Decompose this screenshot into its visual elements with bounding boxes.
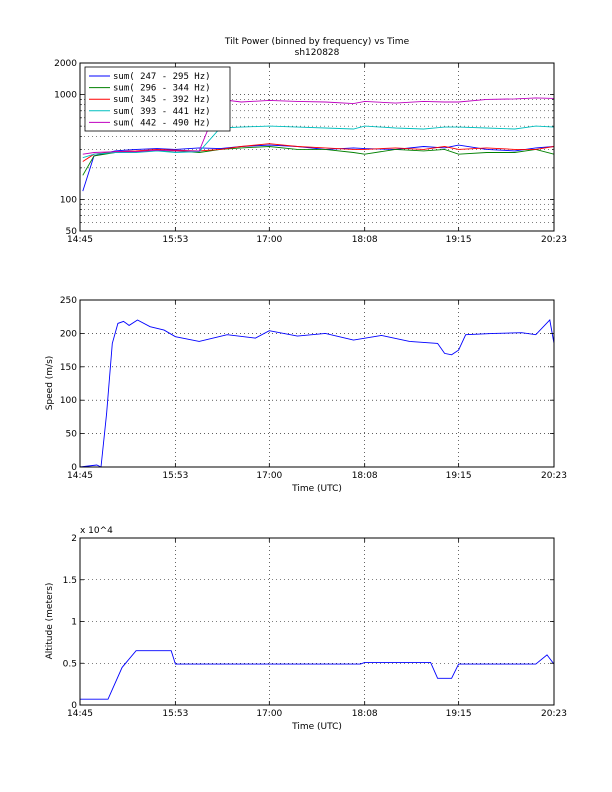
chart-title: Tilt Power (binned by frequency) vs Time <box>224 37 410 47</box>
y-tick-label: 100 <box>60 396 77 406</box>
y-tick-label: 200 <box>60 329 77 339</box>
x-tick-label: 17:00 <box>256 471 282 481</box>
y-multiplier-label: x 10^4 <box>80 526 113 536</box>
x-tick-label: 20:23 <box>541 471 567 481</box>
tilt-power-chart: Tilt Power (binned by frequency) vs Time… <box>54 37 567 245</box>
x-tick-label: 14:45 <box>67 471 93 481</box>
legend: sum( 247 - 295 Hz)sum( 296 - 344 Hz)sum(… <box>84 66 231 132</box>
x-tick-label: 15:53 <box>162 709 188 719</box>
x-tick-label: 15:53 <box>162 471 188 481</box>
y-tick-label: 1 <box>71 618 77 628</box>
x-tick-label: 17:00 <box>256 709 282 719</box>
x-tick-label: 18:08 <box>352 235 378 245</box>
y-tick-label: 2000 <box>54 59 77 69</box>
plot-frame <box>79 299 555 468</box>
altitude-chart: 14:45 15:53 17:00 18:08 19:15 20:2300.511.52 … <box>45 526 567 732</box>
x-tick-label: 19:15 <box>446 235 472 245</box>
y-tick-label: 1000 <box>54 91 77 101</box>
series-line <box>82 125 555 159</box>
speed-chart: 14:45 15:53 17:00 18:08 19:15 20:23 0 50 100 150 2… <box>45 296 567 494</box>
y-tick-label: 50 <box>66 227 78 237</box>
legend-label: sum( 442 - 490 Hz) <box>113 118 211 128</box>
x-tick-label: 20:23 <box>541 235 567 245</box>
y-tick-label: 0 <box>71 463 77 473</box>
series-line <box>82 144 555 192</box>
series-line <box>79 319 555 468</box>
y-axis-label: Altitude (meters) <box>45 583 55 660</box>
plot-area <box>80 300 554 467</box>
x-tick-label: 15:53 <box>162 235 188 245</box>
plot-frame <box>79 62 555 232</box>
chart-subtitle: sh120828 <box>295 48 340 58</box>
series-line <box>82 143 555 162</box>
x-tick-label: 18:08 <box>352 709 378 719</box>
series-line <box>80 650 555 700</box>
series-line <box>82 97 555 155</box>
x-tick-label: 19:15 <box>446 709 472 719</box>
legend-label: sum( 393 - 441 Hz) <box>113 107 211 117</box>
x-tick-label: 14:45 <box>67 709 93 719</box>
y-tick-label: 2 <box>71 534 77 544</box>
y-tick-label: 250 <box>60 296 77 306</box>
x-axis-label: Time (UTC) <box>291 722 342 732</box>
legend-label: sum( 296 - 344 Hz) <box>113 84 211 94</box>
y-tick-label: 0.5 <box>63 659 77 669</box>
legend-label: sum( 247 - 295 Hz) <box>113 72 211 82</box>
x-tick-label: 20:23 <box>541 709 567 719</box>
x-axis-label: Time (UTC) <box>291 484 342 494</box>
legend-label: sum( 345 - 392 Hz) <box>113 95 211 105</box>
x-tick-label: 14:45 <box>67 235 93 245</box>
y-tick-label: 0 <box>71 701 77 711</box>
x-tick-label: 19:15 <box>446 471 472 481</box>
y-tick-label: 150 <box>60 363 77 373</box>
y-tick-label: 100 <box>60 195 77 205</box>
y-tick-label: 50 <box>66 430 78 440</box>
y-tick-label: 1.5 <box>63 576 77 586</box>
y-axis-label: Speed (m/s) <box>45 356 55 411</box>
x-tick-label: 17:00 <box>256 235 282 245</box>
x-tick-label: 18:08 <box>352 471 378 481</box>
